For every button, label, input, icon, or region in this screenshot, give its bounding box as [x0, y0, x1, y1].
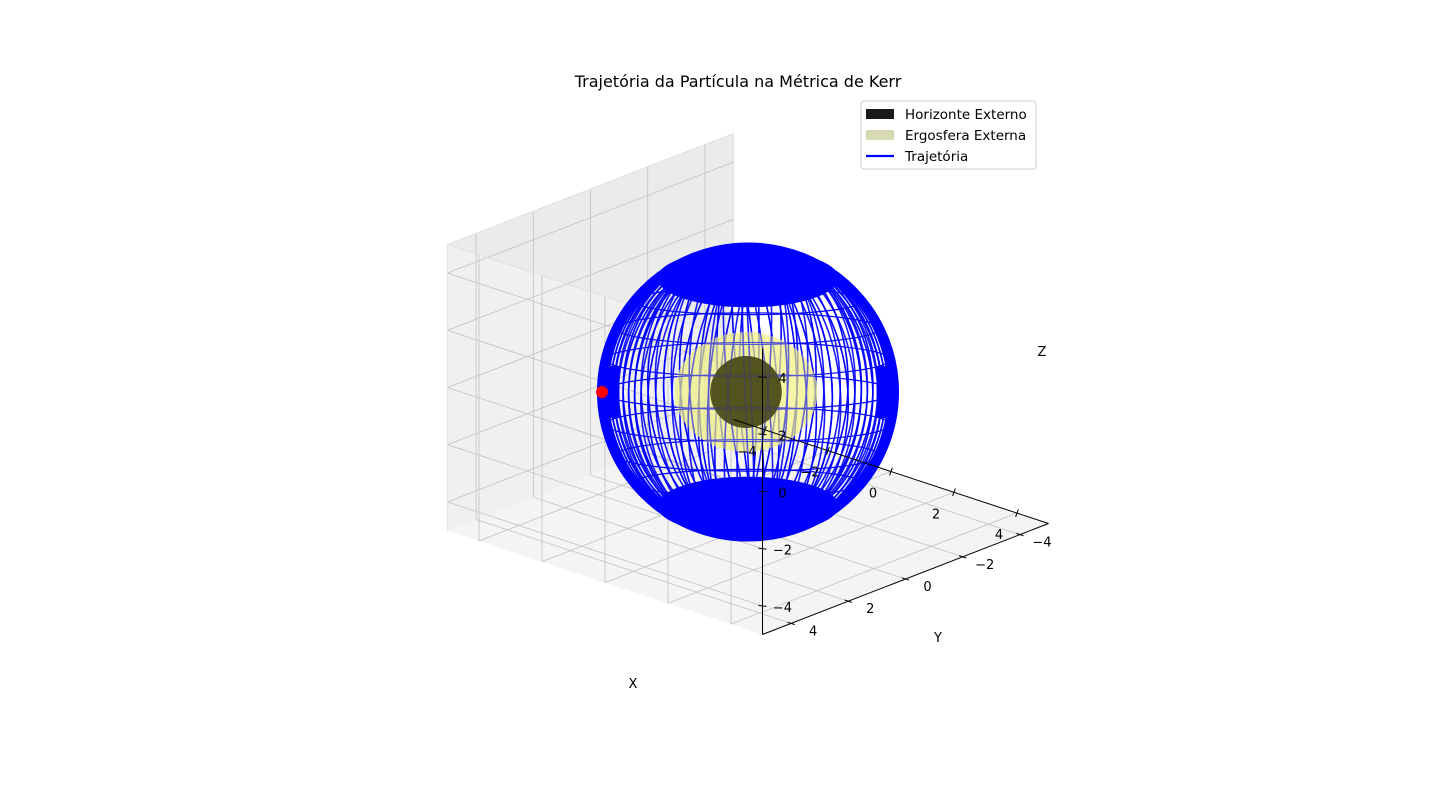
- x-tick-label: 2: [932, 507, 940, 522]
- y-tick: [901, 577, 910, 581]
- legend-label: Horizonte Externo: [905, 107, 1027, 123]
- y-tick: [1016, 532, 1024, 537]
- trajectory-band: [615, 438, 881, 472]
- z-axis: −4 −2 0 2 4: [758, 348, 792, 635]
- pane-edge: [447, 244, 763, 349]
- z-tick-label: 0: [778, 487, 786, 502]
- z-tick-label: −4: [773, 601, 792, 616]
- trajectory-series-front: [601, 245, 895, 539]
- legend-frame: [860, 100, 1037, 170]
- pane-edge: [447, 133, 734, 245]
- legend-swatch-patch: [866, 109, 894, 119]
- y-axis: −4 −2 0 2 4: [762, 523, 1051, 639]
- z-tick: [758, 490, 767, 493]
- grid-wally-z: [447, 501, 763, 607]
- outer-horizon-surface-front: [710, 356, 782, 428]
- grid-wallx-z: [447, 218, 734, 331]
- z-tick-label: 4: [778, 372, 786, 387]
- x-tick-label: 4: [995, 528, 1003, 543]
- z-tick: [758, 547, 767, 550]
- z-tick-label: 2: [778, 429, 786, 444]
- z-tick: [758, 605, 767, 607]
- legend: Horizonte Externo Ergosfera Externa Trajet…: [860, 100, 1037, 170]
- x-tick: [889, 467, 893, 476]
- legend-label: Trajetória: [904, 149, 968, 165]
- legend-label: Ergosfera Externa: [905, 128, 1026, 144]
- chart-title: Trajetória da Partícula na Métrica de Ke…: [574, 72, 902, 91]
- x-tick: [826, 446, 830, 455]
- x-tick-label: −4: [737, 445, 756, 460]
- trajectory-equator-band: [603, 366, 620, 418]
- legend-swatch-patch: [866, 130, 894, 140]
- z-tick-label: −2: [773, 544, 792, 559]
- trajectory-band: [615, 312, 881, 346]
- z-tick: [758, 376, 767, 378]
- x-tick-label: −2: [800, 466, 819, 481]
- y-tick: [958, 555, 967, 559]
- y-tick-label: 4: [809, 624, 817, 639]
- x-axis: −4 −2 0 2 4: [733, 419, 1049, 543]
- z-axis-label: Z: [1038, 345, 1047, 360]
- trajectory-cap: [657, 476, 839, 536]
- plot-area: [595, 242, 900, 542]
- y-tick: [787, 621, 795, 626]
- x-tick: [952, 488, 956, 497]
- x-tick: [763, 425, 767, 434]
- x-axis-label: X: [629, 677, 638, 692]
- particle-marker: [595, 386, 608, 398]
- y-tick-label: 2: [866, 602, 874, 617]
- x-tick-label: 0: [869, 487, 877, 502]
- trajectory-equator-band: [876, 366, 893, 418]
- grid-wallx-z: [447, 161, 734, 274]
- grid-floor-y: [475, 518, 792, 624]
- y-axis-label: Y: [933, 631, 942, 646]
- y-tick-label: 0: [923, 580, 931, 595]
- z-tick: [758, 433, 767, 436]
- trajectory-cap: [657, 248, 839, 308]
- y-tick-label: −2: [975, 558, 994, 573]
- x-tick: [1015, 509, 1019, 518]
- y-tick: [844, 599, 853, 603]
- grid-floor-y: [533, 496, 849, 602]
- y-tick-label: −4: [1032, 536, 1051, 551]
